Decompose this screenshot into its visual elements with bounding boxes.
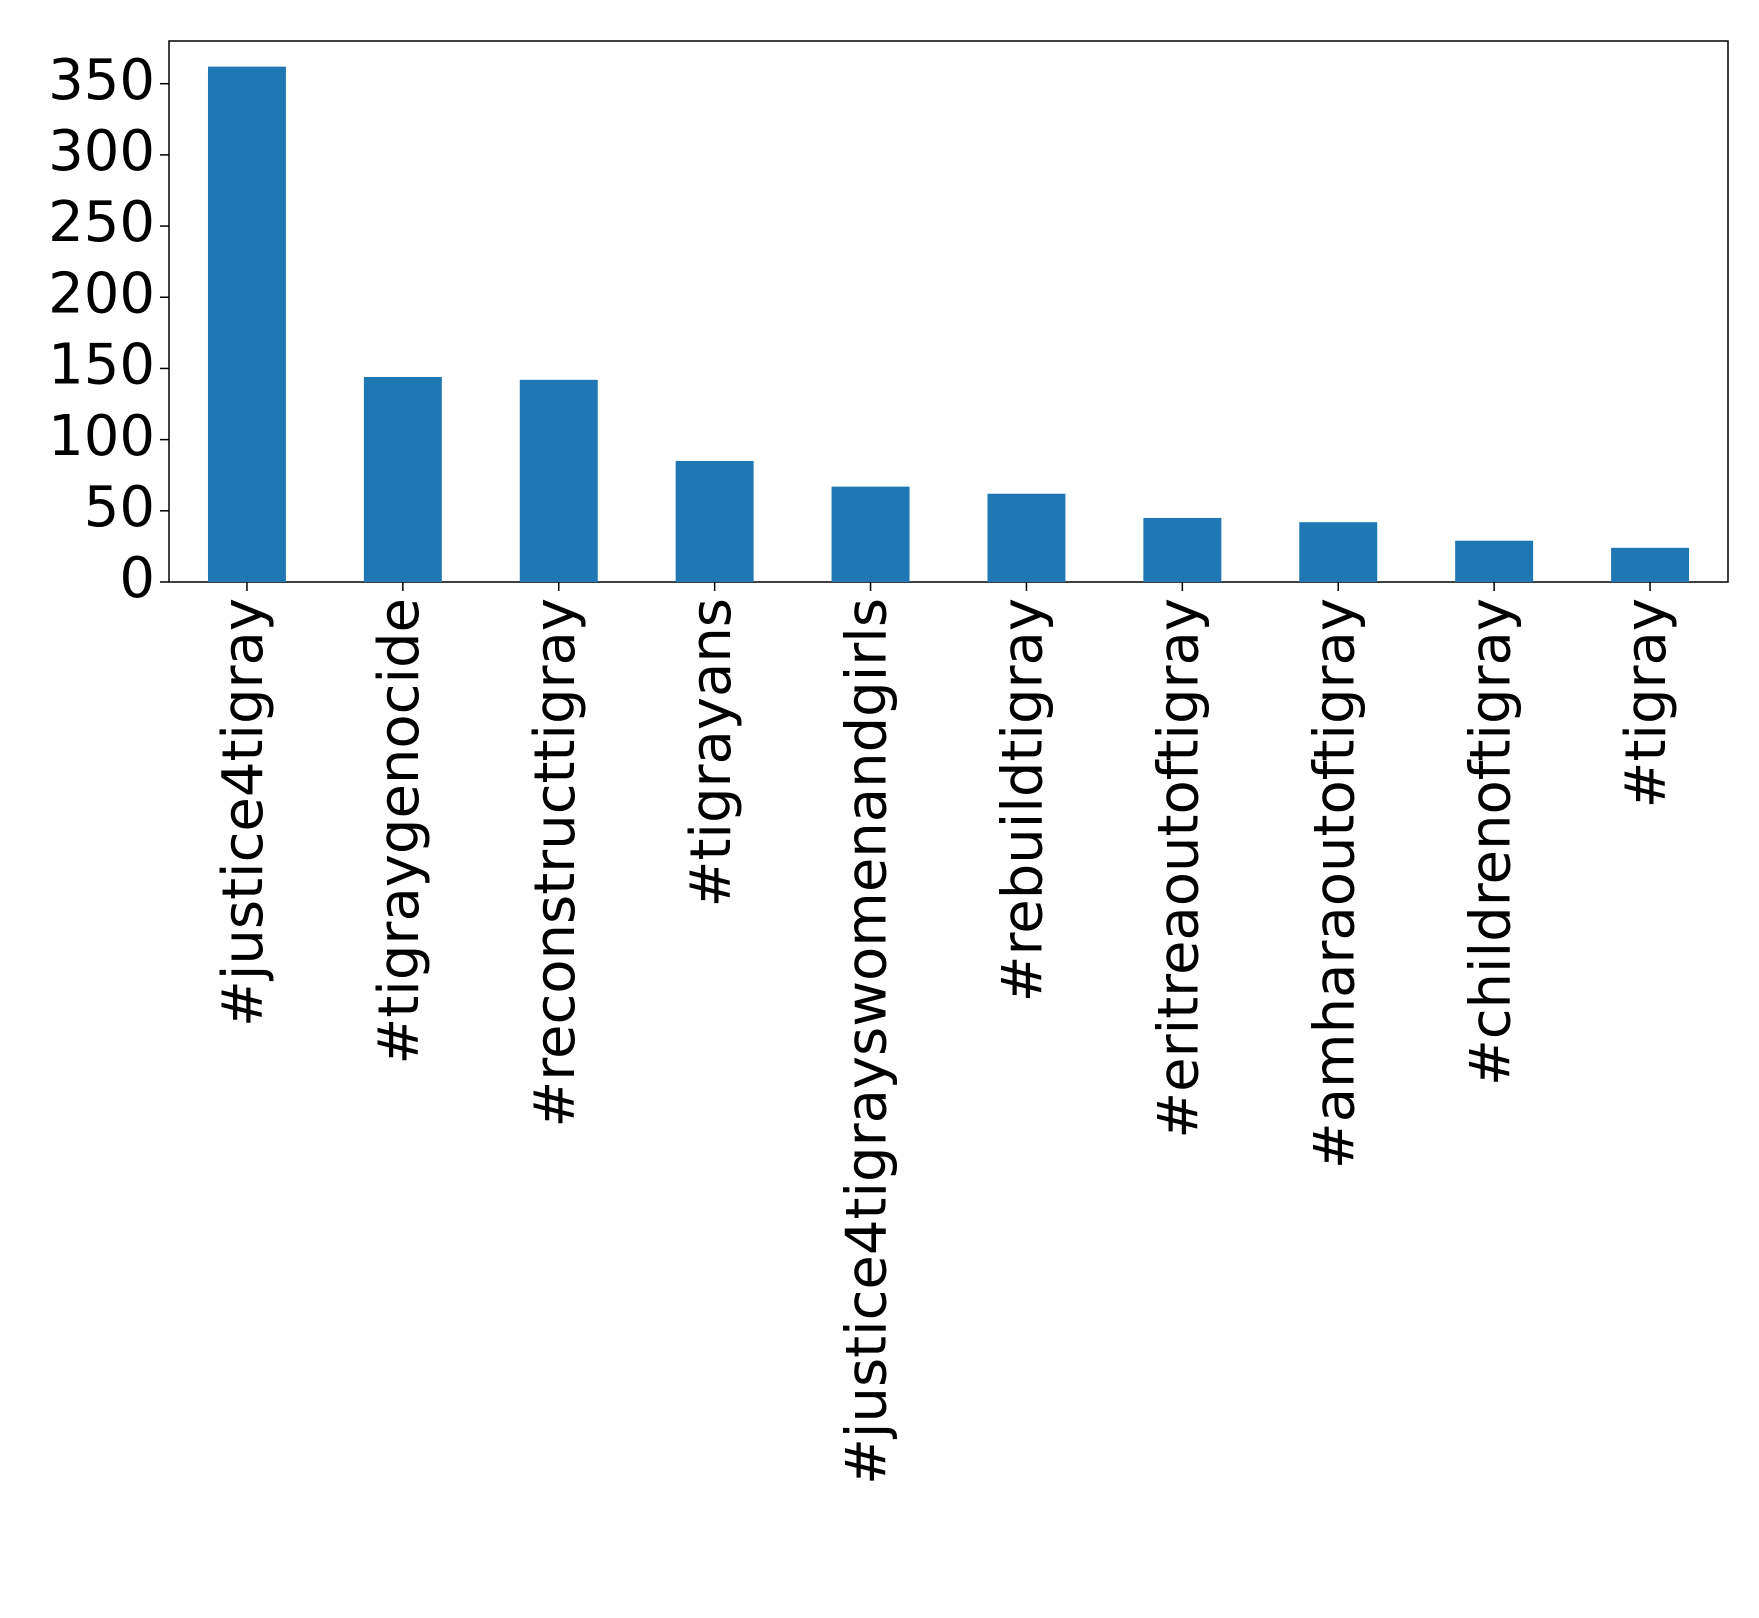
x-tick-label: #tigray xyxy=(1614,598,1679,808)
y-tick-label: 350 xyxy=(48,48,155,113)
x-tick-label: #rebuildtigray xyxy=(991,598,1056,1002)
bar xyxy=(1455,540,1534,582)
x-tick-label: #eritreaoutoftigray xyxy=(1146,598,1211,1139)
y-tick-label: 300 xyxy=(48,119,155,184)
x-tick-label: #justice4tigray xyxy=(211,598,276,1027)
y-tick-label: 250 xyxy=(48,190,155,255)
bar xyxy=(675,460,754,582)
x-tick-label: #childrenoftigray xyxy=(1458,598,1523,1086)
x-tick-label: #amharaoutoftigray xyxy=(1302,598,1367,1169)
y-tick-label: 100 xyxy=(48,404,155,469)
bar xyxy=(1143,517,1222,582)
y-tick-label: 150 xyxy=(48,333,155,398)
bar xyxy=(831,486,910,582)
bar xyxy=(1611,547,1690,582)
bar xyxy=(363,376,442,582)
bar xyxy=(987,493,1066,582)
x-tick-label: #tigraygenocide xyxy=(367,598,432,1065)
bar xyxy=(207,66,286,582)
bar xyxy=(519,379,598,582)
y-tick-label: 50 xyxy=(84,475,155,540)
x-tick-label: #tigrayans xyxy=(679,598,744,907)
y-tick-label: 200 xyxy=(48,261,155,326)
y-tick-label: 0 xyxy=(119,546,155,611)
x-tick-label: #justice4tigrayswomenandgirls xyxy=(835,598,900,1485)
bar xyxy=(1299,522,1378,582)
x-tick-label: #reconstructtigray xyxy=(523,598,588,1128)
plot-frame xyxy=(168,40,1729,583)
